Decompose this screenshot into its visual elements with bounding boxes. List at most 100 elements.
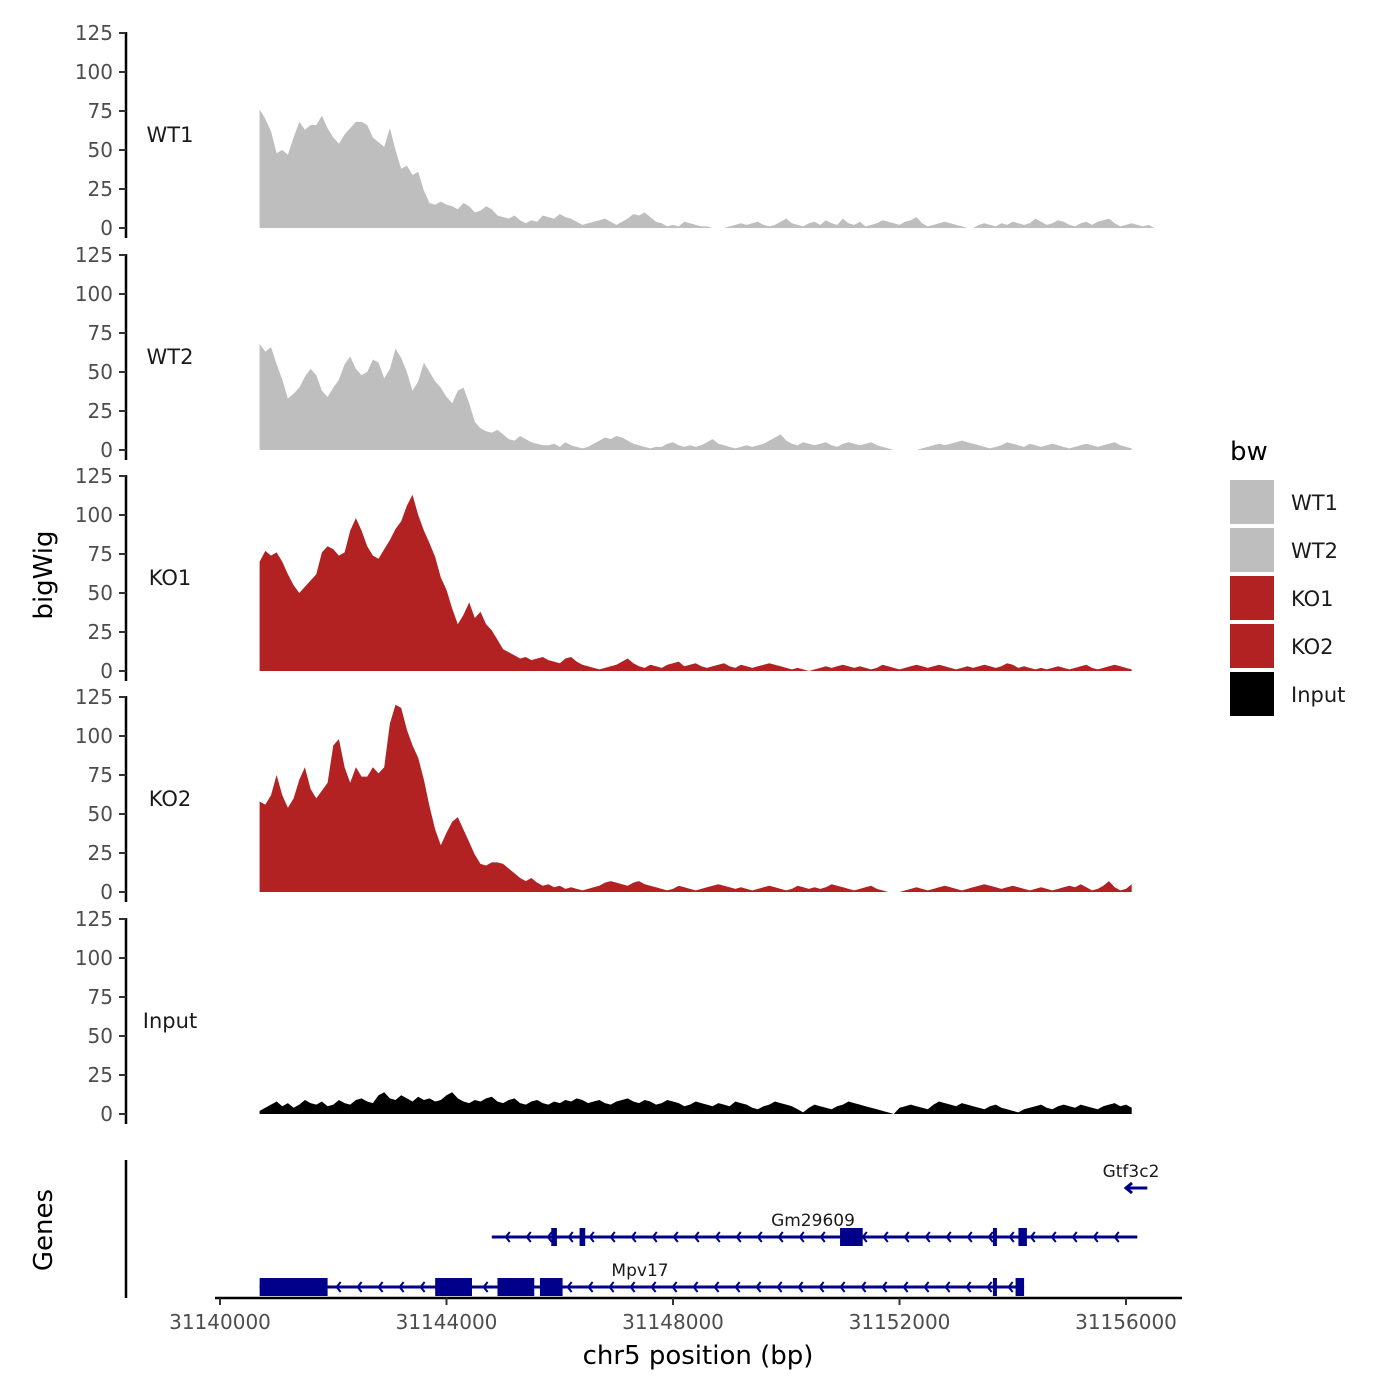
strand-arrow — [587, 1281, 594, 1293]
strand-arrow — [923, 1281, 930, 1293]
strand-arrow — [1071, 1231, 1078, 1243]
strand-arrow — [944, 1281, 951, 1293]
y-tick-label: 0 — [100, 659, 113, 683]
legend-item-wt1: WT1 — [1230, 480, 1338, 524]
y-tick-label: 25 — [88, 177, 113, 201]
exon — [497, 1278, 535, 1296]
legend: WT1 WT2 KO1 KO2 Input — [1230, 480, 1345, 716]
track-wt1: 0 25 50 75 100 125 WT1 — [75, 21, 1155, 240]
strand-arrow — [651, 1231, 658, 1243]
legend-item-input: Input — [1230, 672, 1345, 716]
strand-arrow — [966, 1231, 973, 1243]
x-tick-label: 31148000 — [622, 1310, 724, 1334]
y-tick-label: 125 — [75, 243, 113, 267]
strand-arrow — [525, 1231, 532, 1243]
legend-item-wt2: WT2 — [1230, 528, 1338, 572]
exon — [551, 1228, 557, 1246]
strand-arrow — [1113, 1231, 1120, 1243]
legend-label: Input — [1291, 683, 1345, 707]
x-tick-label: 31156000 — [1075, 1310, 1177, 1334]
area-input — [259, 1092, 1132, 1114]
y-tick-label: 25 — [88, 399, 113, 423]
track-wt2: 0 25 50 75 100 125 WT2 — [75, 243, 1132, 462]
legend-item-ko1: KO1 — [1230, 576, 1334, 620]
exon — [992, 1228, 997, 1246]
legend-label: WT2 — [1291, 539, 1338, 563]
strand-arrow — [1029, 1231, 1036, 1243]
track-ko2: 0 25 50 75 100 125 KO2 — [75, 685, 1132, 904]
strand-arrow — [924, 1231, 931, 1243]
legend-title: bw — [1230, 437, 1268, 467]
strand-arrow — [1050, 1231, 1057, 1243]
strand-arrow — [692, 1281, 699, 1293]
strand-arrow — [987, 1231, 994, 1243]
legend-swatch — [1230, 528, 1274, 572]
y-tick-label: 0 — [100, 438, 113, 462]
strand-arrow — [755, 1281, 762, 1293]
area-wt1 — [259, 109, 1155, 228]
exon — [579, 1228, 586, 1246]
strand-arrow — [398, 1281, 405, 1293]
legend-swatch — [1230, 672, 1274, 716]
strand-arrow — [819, 1231, 826, 1243]
x-axis-title: chr5 position (bp) — [583, 1341, 814, 1371]
strand-arrow — [735, 1231, 742, 1243]
strand-arrow — [608, 1281, 615, 1293]
strand-arrow — [881, 1281, 888, 1293]
strand-arrow — [482, 1281, 489, 1293]
strand-arrow — [756, 1231, 763, 1243]
strand-arrow — [1123, 1181, 1133, 1195]
strand-arrow — [1008, 1231, 1015, 1243]
track-label-ko2: KO2 — [149, 787, 192, 811]
gene-label-mpv17: Mpv17 — [611, 1261, 668, 1281]
strand-arrow — [903, 1231, 910, 1243]
strand-arrow — [882, 1231, 889, 1243]
y-tick-label: 25 — [88, 620, 113, 644]
strand-arrow — [672, 1231, 679, 1243]
strand-arrow — [693, 1231, 700, 1243]
track-ko1: 0 25 50 75 100 125 KO1 — [75, 464, 1132, 683]
y-tick-label: 125 — [75, 21, 113, 45]
gene-gm29609: Gm29609 — [491, 1211, 1138, 1246]
strand-arrow — [356, 1281, 363, 1293]
strand-arrow — [504, 1231, 511, 1243]
y-tick-label: 100 — [75, 60, 113, 84]
exon — [1018, 1228, 1027, 1246]
strand-arrow — [546, 1231, 553, 1243]
track-label-wt1: WT1 — [147, 123, 194, 147]
y-tick-label: 50 — [88, 1024, 113, 1048]
legend-swatch — [1230, 480, 1274, 524]
y-tick-label: 25 — [88, 1063, 113, 1087]
strand-arrow — [902, 1281, 909, 1293]
strand-arrow — [566, 1281, 573, 1293]
exon — [840, 1228, 863, 1246]
y-tick-label: 125 — [75, 464, 113, 488]
y-tick-label: 50 — [88, 581, 113, 605]
track-label-input: Input — [143, 1009, 197, 1033]
strand-arrow — [630, 1231, 637, 1243]
exon — [992, 1278, 997, 1296]
strand-arrow — [714, 1231, 721, 1243]
legend-label: KO1 — [1291, 587, 1334, 611]
legend-label: WT1 — [1291, 491, 1338, 515]
strand-arrow — [818, 1281, 825, 1293]
y-tick-label: 75 — [88, 542, 113, 566]
y-tick-label: 75 — [88, 763, 113, 787]
strand-arrow — [776, 1281, 783, 1293]
strand-arrow — [419, 1281, 426, 1293]
strand-arrow — [671, 1281, 678, 1293]
strand-arrow — [377, 1281, 384, 1293]
gene-label-gm29609: Gm29609 — [771, 1211, 855, 1231]
track-input: 0 25 50 75 100 125 Input — [75, 907, 1132, 1126]
strand-arrow — [1092, 1231, 1099, 1243]
y-axis-title: bigWig — [29, 530, 59, 619]
legend-label: KO2 — [1291, 635, 1334, 659]
x-axis: 31140000 31144000 31148000 31152000 31156000 — [169, 1296, 1182, 1334]
y-tick-label: 75 — [88, 321, 113, 345]
area-ko2 — [259, 704, 1132, 892]
area-ko1 — [259, 494, 1132, 671]
gene-gtf3c2: Gtf3c2 — [1103, 1162, 1159, 1195]
y-tick-label: 0 — [100, 1102, 113, 1126]
y-tick-label: 100 — [75, 282, 113, 306]
